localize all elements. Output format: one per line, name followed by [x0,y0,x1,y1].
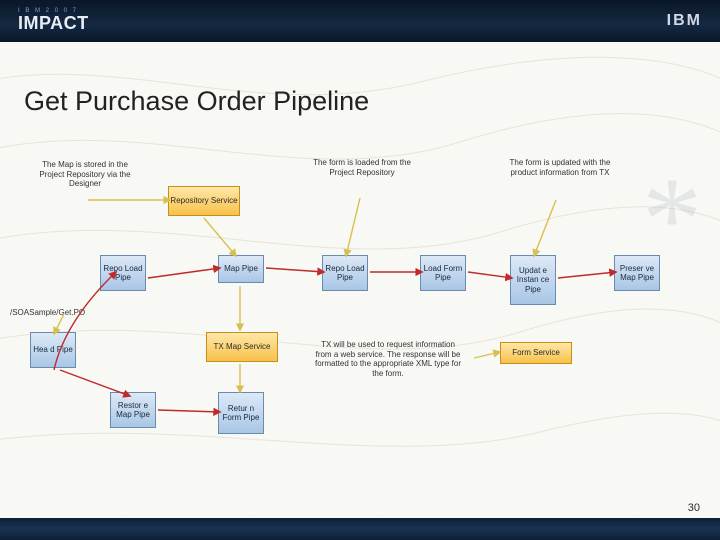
footer-bar [0,518,720,540]
callout-map_stored: The Map is stored in the Project Reposit… [30,160,140,189]
callout-tx_desc: TX will be used to request information f… [313,340,463,378]
node-head_pipe: Hea d Pipe [30,332,76,368]
callout-form_updated: The form is updated with the product inf… [500,158,620,177]
node-return_form: Retur n Form Pipe [218,392,264,434]
node-map_pipe: Map Pipe [218,255,264,283]
node-repo_load_2: Repo Load Pipe [322,255,368,291]
node-preserve_map: Preser ve Map Pipe [614,255,660,291]
node-tx_map_service: TX Map Service [206,332,278,362]
node-load_form: Load Form Pipe [420,255,466,291]
node-repo_load_1: Repo Load Pipe [100,255,146,291]
page-number: 30 [688,502,700,514]
callout-soa_path: /SOASample/Get.PO [10,308,130,318]
node-form_service: Form Service [500,342,572,364]
callout-form_loaded: The form is loaded from the Project Repo… [302,158,422,177]
node-update_inst: Updat e Instan ce Pipe [510,255,556,305]
node-repo_service: Repository Service [168,186,240,216]
node-restore_map: Restor e Map Pipe [110,392,156,428]
diagram-canvas: The Map is stored in the Project Reposit… [0,0,720,540]
